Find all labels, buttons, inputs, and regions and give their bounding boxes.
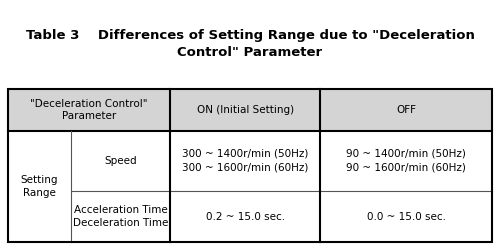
Bar (170, 191, 320, 242)
Bar (71, 191, 170, 242)
Text: 300 ~ 1400r/min (50Hz)
300 ~ 1600r/min (60Hz): 300 ~ 1400r/min (50Hz) 300 ~ 1600r/min (… (182, 149, 308, 173)
Bar (8, 191, 71, 242)
Text: Speed: Speed (104, 156, 137, 166)
Bar (320, 131, 492, 191)
Text: 0.0 ~ 15.0 sec.: 0.0 ~ 15.0 sec. (366, 212, 446, 222)
Bar (320, 191, 492, 242)
Text: 0.2 ~ 15.0 sec.: 0.2 ~ 15.0 sec. (206, 212, 284, 222)
Text: ON (Initial Setting): ON (Initial Setting) (196, 105, 294, 115)
Text: Acceleration Time
Deceleration Time: Acceleration Time Deceleration Time (73, 205, 168, 228)
Text: OFF: OFF (396, 105, 416, 115)
Text: 90 ~ 1400r/min (50Hz)
90 ~ 1600r/min (60Hz): 90 ~ 1400r/min (50Hz) 90 ~ 1600r/min (60… (346, 149, 466, 173)
Bar (8, 131, 71, 191)
Bar (170, 89, 320, 131)
Text: "Deceleration Control"
Parameter: "Deceleration Control" Parameter (30, 99, 148, 122)
Text: Table 3    Differences of Setting Range due to "Deceleration
Control" Parameter: Table 3 Differences of Setting Range due… (26, 30, 474, 60)
Text: Setting
Range: Setting Range (20, 175, 58, 198)
Bar (8, 89, 170, 131)
Bar (320, 89, 492, 131)
Bar (170, 131, 320, 191)
Bar (8, 89, 492, 242)
Bar (71, 131, 170, 191)
